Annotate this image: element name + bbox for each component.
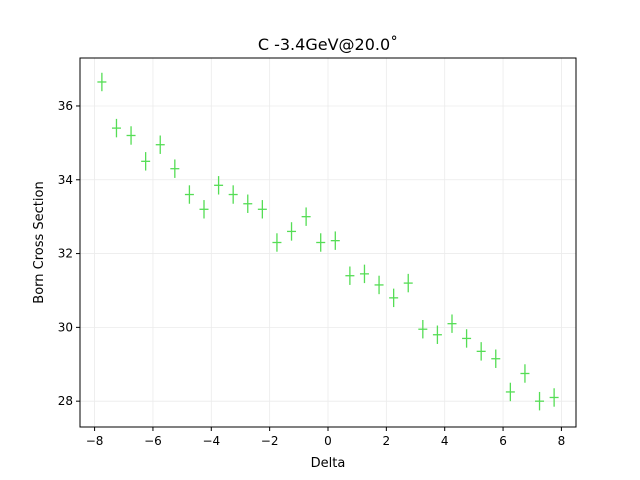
- data-point: [184, 185, 194, 204]
- data-point: [287, 222, 297, 241]
- data-point: [359, 264, 369, 284]
- data-point: [243, 194, 253, 213]
- x-tick-label: 2: [383, 434, 391, 448]
- x-tick-label: 0: [324, 434, 332, 448]
- data-series: [97, 72, 559, 411]
- data-point: [535, 391, 545, 411]
- data-point: [111, 118, 121, 138]
- data-point: [418, 319, 428, 339]
- data-point: [505, 382, 515, 402]
- grid: [80, 58, 576, 427]
- chart-title: C -3.4GeV@20.0˚: [258, 35, 398, 54]
- data-point: [345, 266, 355, 285]
- data-point: [389, 288, 399, 308]
- data-point: [141, 152, 151, 171]
- y-axis: 28 30 32 34 36: [58, 99, 80, 408]
- x-tick-label: −2: [261, 434, 279, 448]
- y-tick-label: 32: [58, 247, 73, 261]
- y-axis-label: Born Cross Section: [32, 181, 47, 303]
- x-tick-label: 4: [441, 434, 449, 448]
- x-tick-label: −8: [86, 434, 104, 448]
- data-point: [330, 231, 340, 250]
- data-point: [199, 200, 209, 219]
- data-point: [462, 329, 472, 348]
- x-tick-label: 6: [499, 434, 507, 448]
- y-tick-label: 34: [58, 173, 73, 187]
- data-point: [272, 233, 282, 252]
- x-tick-label: 8: [558, 434, 566, 448]
- data-point: [403, 273, 413, 293]
- data-point: [228, 185, 238, 204]
- data-point: [170, 159, 180, 178]
- y-tick-label: 36: [58, 99, 73, 113]
- data-point: [520, 364, 530, 383]
- data-point: [447, 314, 457, 333]
- x-axis-label: Delta: [311, 456, 346, 471]
- x-tick-label: −4: [202, 434, 220, 448]
- data-point: [374, 275, 384, 295]
- data-point: [476, 342, 486, 361]
- y-tick-label: 30: [58, 320, 73, 334]
- data-point: [257, 200, 267, 219]
- data-point: [126, 126, 136, 145]
- y-tick-label: 28: [58, 394, 73, 408]
- data-point: [316, 233, 326, 252]
- data-point: [214, 176, 224, 195]
- data-point: [301, 207, 311, 226]
- data-point: [155, 135, 165, 154]
- data-point: [432, 325, 442, 344]
- x-axis: −8 −6 −4 −2 0 2 4 6 8: [86, 427, 565, 448]
- data-point: [491, 349, 501, 368]
- data-point: [97, 72, 107, 92]
- x-tick-label: −6: [144, 434, 162, 448]
- data-point: [549, 388, 559, 407]
